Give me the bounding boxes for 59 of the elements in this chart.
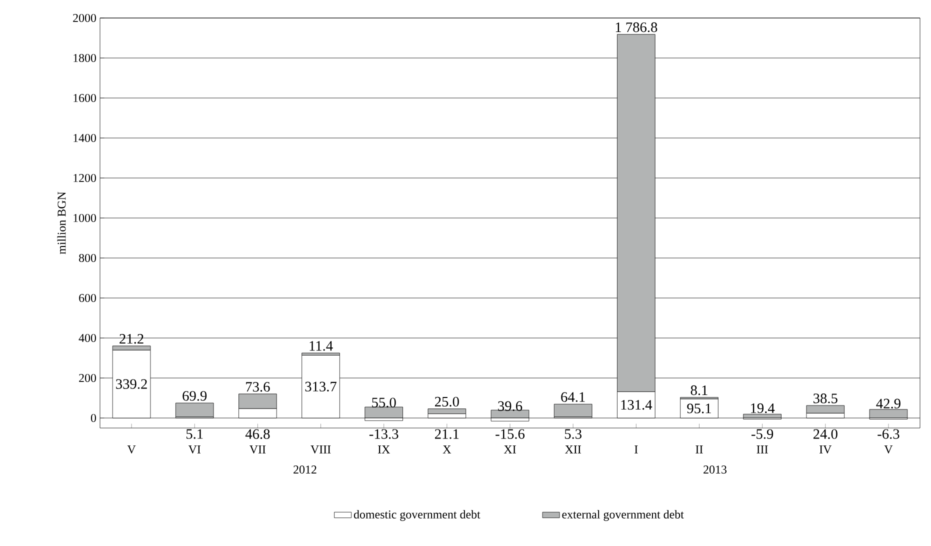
data-label: 21.1 [435, 429, 459, 439]
data-label: 339.2 [116, 379, 147, 389]
y-tick-label: 1800 [74, 54, 96, 62]
bar [869, 409, 908, 418]
y-tick-label: 2000 [73, 14, 96, 22]
y-tick-label: 1400 [74, 134, 96, 142]
data-label: 55.0 [372, 398, 396, 408]
text: 2012 [294, 466, 316, 474]
x-tick-label: I [634, 446, 638, 454]
data-label: 1 786.8 [616, 22, 658, 32]
y-tick-label: 0 [90, 414, 96, 422]
x-tick-label: IX [378, 446, 390, 454]
data-label: 5.1 [186, 429, 203, 439]
y-tick-label: 1600 [74, 94, 96, 102]
data-label: -13.3 [369, 429, 398, 439]
data-label: 95.1 [687, 404, 711, 414]
data-label: 24.0 [813, 429, 838, 439]
x-tick-label: V [127, 446, 136, 454]
data-label: -15.6 [496, 429, 525, 439]
data-label: 42.9 [876, 398, 900, 408]
x-tick-label: VII [250, 446, 266, 454]
x-tick-label: IV [820, 446, 832, 454]
bar [175, 402, 214, 418]
y-tick-label: 1000 [74, 214, 96, 222]
data-label: 38.5 [814, 394, 838, 404]
data-label: 313.7 [305, 382, 337, 392]
bar [364, 406, 403, 418]
x-tick-label: III [756, 446, 768, 454]
y-tick-label: 200 [79, 374, 96, 382]
x-tick-label: VIII [310, 446, 331, 454]
data-label: 131.4 [621, 400, 652, 410]
text: 2013 [704, 466, 726, 474]
data-label: 69.9 [182, 391, 207, 401]
x-tick-label: II [696, 446, 703, 454]
data-label: 5.3 [564, 429, 582, 439]
y-tick-label: 1200 [74, 174, 96, 182]
y-tick-label: 400 [78, 334, 96, 342]
bar [554, 404, 592, 418]
data-label: 25.0 [435, 396, 459, 407]
data-label: 11.4 [310, 341, 333, 351]
y-tick-label: 800 [79, 254, 96, 262]
x-tick-label: VI [188, 446, 201, 454]
legend-label: domestic government debt [354, 510, 480, 521]
data-label: 73.6 [246, 382, 270, 392]
data-label: 8.1 [690, 385, 708, 396]
x-tick-label: XI [504, 446, 516, 454]
data-label: 19.4 [751, 403, 775, 414]
x-tick-label: X [442, 446, 452, 454]
data-label: 64.1 [561, 392, 585, 402]
data-label: 46.8 [245, 429, 270, 439]
y-tick-label: 600 [79, 294, 96, 302]
legend-label: external government debt [562, 510, 684, 521]
data-label: -6.3 [878, 429, 900, 439]
data-label: 39.6 [498, 401, 522, 412]
y-axis-title: million BGN [57, 192, 66, 254]
data-label: 21.2 [120, 334, 144, 344]
x-tick-label: XII [565, 446, 581, 454]
data-label: -5.9 [751, 429, 774, 439]
x-tick-label: V [884, 446, 893, 454]
